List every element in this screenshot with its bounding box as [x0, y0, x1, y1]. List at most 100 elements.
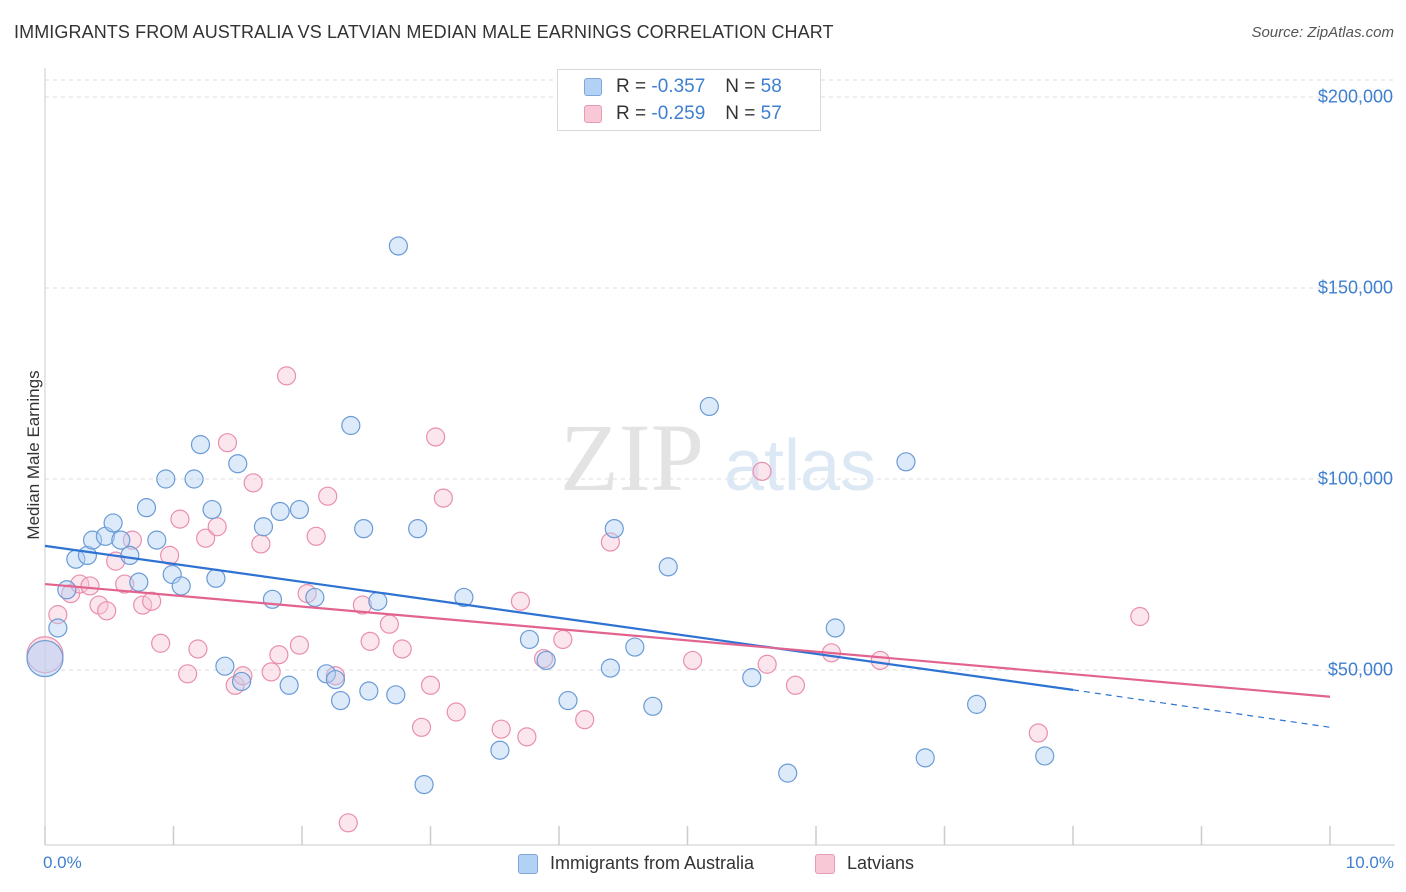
australia-point: [915, 748, 935, 768]
australia-point: [368, 591, 388, 611]
latvians-point: [338, 813, 358, 833]
australia-point: [967, 694, 987, 714]
latvians-point: [306, 526, 326, 546]
latvians-point: [553, 629, 573, 650]
australia-point: [778, 763, 798, 783]
latvians-point: [517, 727, 537, 747]
australia-point: [279, 675, 299, 695]
australia-point: [354, 519, 374, 539]
watermark-zip: ZIP: [560, 404, 704, 511]
australia-point: [289, 499, 310, 520]
legend-row-australia: R = -0.357 N = 58: [584, 76, 782, 98]
latvians-trend-line: [44, 582, 1331, 698]
australia-point: [658, 557, 678, 577]
australia-point: [625, 637, 645, 657]
latvians-point: [261, 662, 281, 682]
latvians-point: [752, 461, 772, 481]
latvians-point: [510, 591, 531, 611]
latvians-point: [217, 433, 238, 453]
australia-point: [519, 629, 540, 650]
watermark-atlas: atlas: [724, 426, 876, 506]
australia-point: [408, 519, 428, 539]
australia-point: [111, 530, 131, 550]
latvians-point: [251, 534, 271, 554]
australia-point: [558, 690, 578, 711]
australia-trend-extension: [1072, 689, 1331, 728]
australia-point: [82, 530, 103, 550]
australia-point: [171, 576, 191, 596]
latvians-point: [48, 605, 68, 625]
australia-point: [305, 587, 325, 608]
legend-n-value: 57: [760, 103, 782, 124]
australia-point: [454, 587, 474, 608]
latvians-point: [80, 576, 100, 596]
legend-r-label: R =: [616, 103, 647, 124]
latvians-point: [757, 654, 777, 674]
latvians-point: [188, 639, 208, 659]
latvians-point: [426, 427, 446, 447]
latvians-point: [207, 517, 227, 537]
australia-point: [490, 740, 510, 760]
australia-point: [330, 690, 351, 711]
australia-point: [386, 685, 406, 705]
latvians-point: [575, 710, 595, 730]
latvians-point: [243, 473, 263, 493]
legend-n-value: 58: [760, 76, 782, 97]
legend-swatch-pink: [584, 105, 602, 123]
australia-point: [604, 519, 624, 539]
legend-row-latvians: R = -0.259 N = 57: [584, 103, 782, 125]
latvians-point: [683, 650, 703, 671]
australia-point: [228, 454, 248, 474]
y-tick-200000: $200,000: [1317, 86, 1393, 107]
x-tick-max: 10.0%: [1345, 853, 1394, 872]
latvians-point: [122, 530, 142, 550]
latvians-point: [276, 366, 297, 386]
latvians-point: [446, 702, 466, 722]
australia-trend-line: [44, 544, 1074, 691]
australia-point: [825, 618, 845, 638]
chart-title: IMMIGRANTS FROM AUSTRALIA VS LATVIAN MED…: [14, 22, 834, 42]
latvians-point: [196, 528, 216, 548]
latvians-point: [1028, 723, 1048, 743]
australia-point: [1035, 746, 1055, 766]
australia-point: [184, 469, 204, 489]
latvians-point: [420, 675, 441, 695]
latvians-point: [318, 486, 338, 506]
legend-swatch-blue: [518, 853, 538, 874]
latvians-points: [26, 366, 1150, 833]
australia-point: [215, 656, 235, 676]
australia-point: [325, 669, 346, 690]
legend-r-label: R =: [616, 76, 647, 97]
axes: [44, 68, 1395, 846]
latvians-point: [233, 666, 253, 686]
bottom-legend-australia: Immigrants from Australia: [518, 853, 754, 874]
legend-r-value: -0.259: [651, 103, 706, 124]
australia-point: [136, 498, 157, 518]
latvians-point: [411, 717, 432, 737]
latvians-point: [870, 650, 890, 671]
australia-point: [341, 415, 361, 436]
australia-point: [232, 671, 252, 692]
australia-point: [388, 236, 408, 256]
australia-point: [103, 513, 123, 533]
watermark: ZIP atlas: [560, 404, 876, 511]
latvians-point: [89, 595, 109, 615]
australia-point: [48, 618, 68, 638]
australia-point: [359, 681, 379, 701]
latvians-point: [433, 488, 453, 508]
legend-swatch-pink: [815, 853, 835, 874]
correlation-legend: R = -0.357 N = 58 R = -0.259 N = 57: [557, 69, 821, 131]
y-tick-50000: $50,000: [1327, 659, 1393, 680]
grid-lines: [45, 79, 1395, 671]
bottom-legend-latvians: Latvians: [815, 853, 914, 874]
latvians-point: [379, 614, 399, 634]
y-tick-100000: $100,000: [1317, 468, 1393, 489]
latvians-point: [170, 509, 190, 529]
australia-point: [129, 572, 149, 592]
australia-point: [414, 774, 434, 795]
australia-point: [156, 469, 176, 489]
latvians-point: [151, 633, 171, 653]
y-tick-150000: $150,000: [1317, 277, 1393, 298]
latvians-point: [785, 675, 806, 695]
